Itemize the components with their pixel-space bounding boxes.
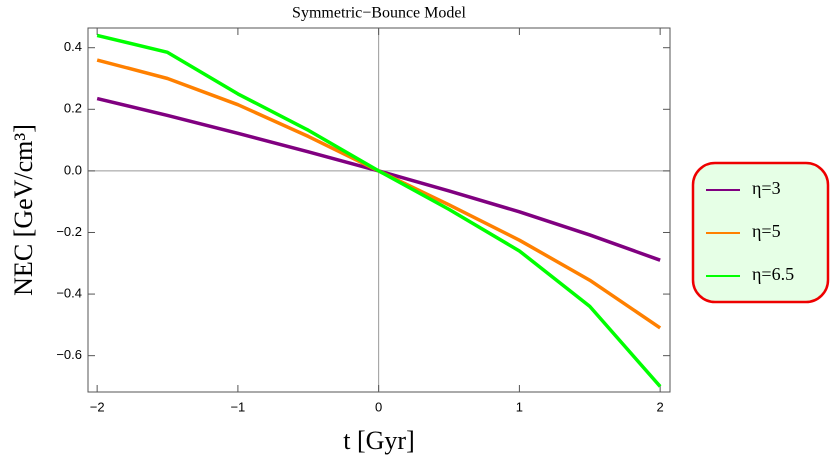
x-tick-label: 0 [375,399,382,414]
legend-label: η=6.5 [752,264,794,284]
legend-label: η=3 [752,178,781,198]
x-axis-label: t [Gyr] [343,426,414,455]
chart-title: Symmetric−Bounce Model [292,5,466,22]
legend-label: η=5 [752,221,781,241]
y-tick-label: 0.4 [64,39,82,54]
y-tick-label: −0.4 [56,286,82,301]
y-tick-label: −0.2 [56,224,82,239]
x-tick-label: 1 [516,399,523,414]
y-tick-label: −0.6 [56,347,82,362]
series-line [96,33,662,388]
y-tick-label: 0.2 [64,101,82,116]
y-tick-label: 0.0 [64,162,82,177]
x-tick-label: 2 [657,399,664,414]
y-axis-label: NEC [GeV/cm³] [9,124,38,296]
x-tick-label: −1 [230,399,245,414]
legend-box [691,161,830,304]
x-tick-label: −2 [90,399,105,414]
